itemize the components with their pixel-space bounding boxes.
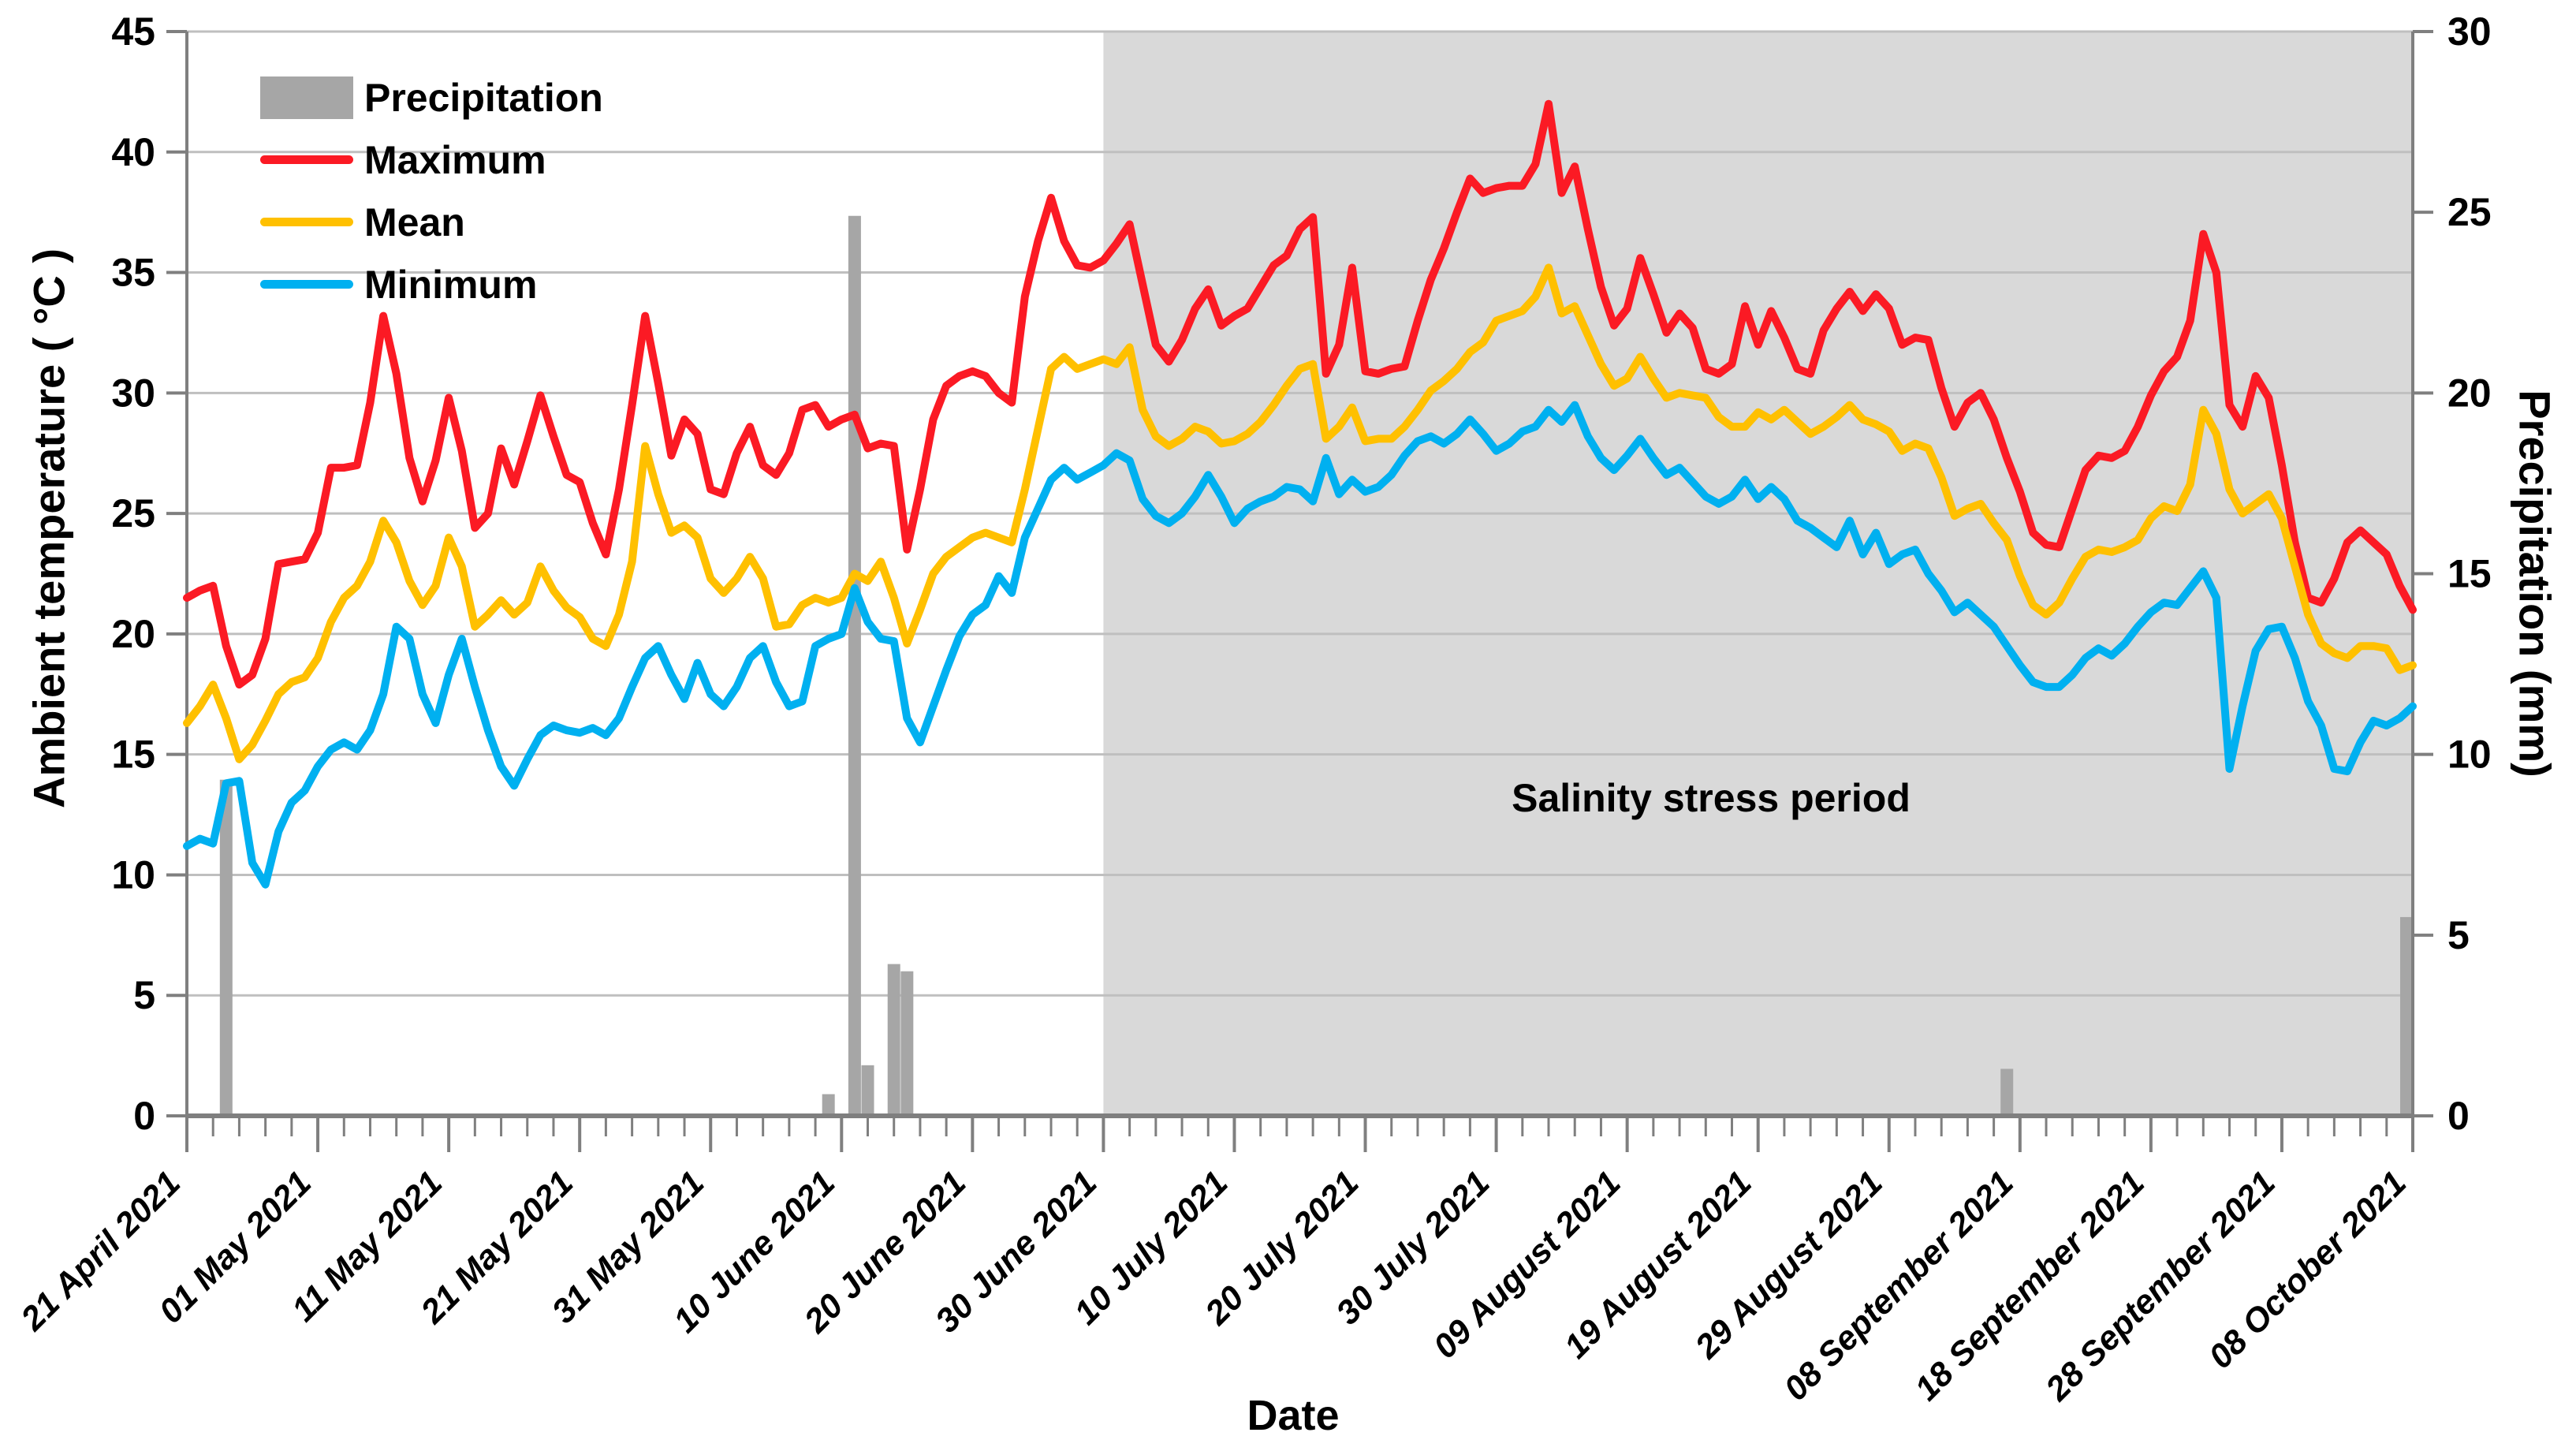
- precipitation-swatch-icon: [260, 76, 353, 119]
- legend-item-maximum: Maximum: [260, 129, 603, 191]
- left-axis-tick-label: 5: [133, 973, 155, 1017]
- legend-label: Precipitation: [364, 75, 603, 120]
- left-axis-tick-label: 35: [111, 251, 155, 295]
- left-axis-tick-label: 25: [111, 491, 155, 535]
- maximum-line-swatch-icon: [260, 155, 353, 164]
- x-axis-date-label: 08 September 2021: [1776, 1164, 2020, 1408]
- left-axis-title: Ambient temperature ( °C ): [24, 248, 74, 809]
- x-axis-date-label: 28 September 2021: [2038, 1164, 2283, 1408]
- precipitation-bar: [848, 215, 861, 1116]
- salinity-stress-period-annotation: Salinity stress period: [1512, 776, 1911, 820]
- chart-legend: Precipitation Maximum Mean Minimum: [260, 66, 603, 315]
- salinity-shading: [1103, 32, 2413, 1116]
- legend-label: Maximum: [364, 137, 546, 182]
- precipitation-bar: [2000, 1069, 2014, 1116]
- right-axis-tick-label: 25: [2447, 190, 2492, 234]
- legend-label: Minimum: [364, 262, 538, 307]
- right-axis-title: Precipitation (mm): [2510, 390, 2560, 778]
- precipitation-bar: [822, 1094, 835, 1116]
- legend-item-mean: Mean: [260, 191, 603, 253]
- series-line-minimum: [183, 401, 2417, 889]
- x-axis-title: Date: [1247, 1392, 1340, 1439]
- right-axis-tick-label: 20: [2447, 371, 2492, 415]
- left-axis-tick-label: 10: [111, 852, 155, 897]
- right-axis-tick-label: 5: [2447, 913, 2470, 957]
- right-axis-tick-label: 0: [2447, 1094, 2470, 1138]
- series-line-maximum: [183, 99, 2417, 689]
- precipitation-bar: [219, 779, 233, 1116]
- left-axis-tick-label: 15: [111, 733, 155, 777]
- minimum-line-swatch-icon: [260, 280, 353, 289]
- legend-label: Mean: [364, 200, 465, 244]
- x-axis-date-label: 18 September 2021: [1908, 1164, 2152, 1408]
- mean-line-swatch-icon: [260, 218, 353, 226]
- right-axis-tick-label: 30: [2447, 9, 2492, 54]
- left-axis-tick-label: 30: [111, 371, 155, 415]
- left-axis-tick-label: 0: [133, 1094, 155, 1138]
- left-axis-tick-label: 20: [111, 612, 155, 656]
- left-axis-tick-label: 45: [111, 9, 155, 54]
- precipitation-bar: [887, 964, 900, 1116]
- right-axis-tick-label: 15: [2447, 552, 2492, 596]
- precipitation-bar: [900, 971, 914, 1116]
- legend-item-minimum: Minimum: [260, 253, 603, 315]
- precipitation-bar: [861, 1065, 874, 1116]
- right-axis-tick-label: 10: [2447, 733, 2492, 777]
- series-line-mean: [183, 263, 2417, 763]
- precipitation-bar: [2400, 916, 2413, 1116]
- legend-item-precipitation: Precipitation: [260, 66, 603, 129]
- left-axis-tick-label: 40: [111, 130, 155, 174]
